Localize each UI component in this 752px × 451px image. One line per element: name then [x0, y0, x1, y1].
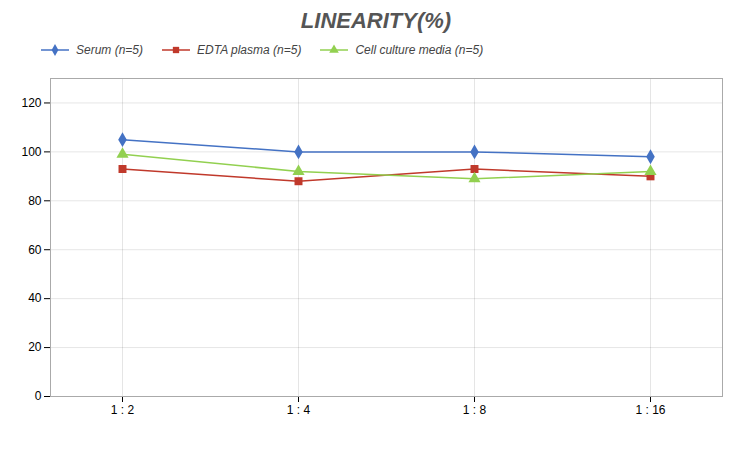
svg-text:80: 80	[28, 194, 42, 208]
svg-text:40: 40	[28, 291, 42, 305]
svg-text:20: 20	[28, 340, 42, 354]
svg-text:1 : 2: 1 : 2	[111, 403, 135, 417]
html-text:Serum (n=5): Serum (n=5)	[76, 43, 143, 57]
svg-text:1 : 8: 1 : 8	[463, 403, 487, 417]
svg-text:1 : 4: 1 : 4	[287, 403, 311, 417]
svg-text:60: 60	[28, 243, 42, 257]
svg-text:0: 0	[35, 389, 42, 403]
svg-text:120: 120	[21, 96, 41, 110]
html-text:Cell culture media (n=5): Cell culture media (n=5)	[355, 43, 484, 57]
svg-text:1 : 16: 1 : 16	[635, 403, 665, 417]
svg-text:100: 100	[21, 145, 41, 159]
html-text:EDTA plasma (n=5): EDTA plasma (n=5)	[197, 43, 302, 57]
html-text:LINEARITY(%): LINEARITY(%)	[300, 8, 452, 33]
